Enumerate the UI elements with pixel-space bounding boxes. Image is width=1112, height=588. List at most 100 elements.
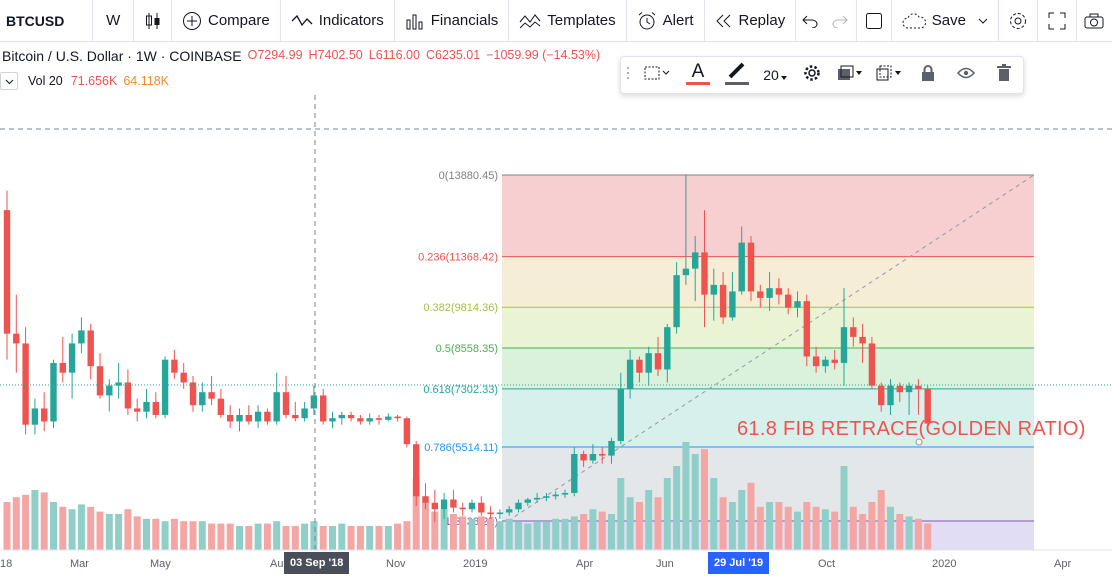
candle-body — [478, 502, 485, 513]
chevron-down-icon — [978, 18, 988, 24]
candle-body — [254, 411, 262, 422]
caret-down-icon — [780, 67, 787, 83]
alert-button[interactable]: Alert — [627, 0, 705, 42]
compare-button[interactable]: Compare — [172, 0, 281, 42]
volume-bar — [645, 490, 653, 550]
indicators-button[interactable]: Indicators — [281, 0, 395, 42]
volume-bar — [347, 526, 355, 550]
chart-type-button[interactable] — [134, 0, 172, 42]
volume-bar — [105, 514, 113, 550]
candle-body — [645, 353, 652, 373]
volume-bar — [738, 490, 746, 550]
volume-bar — [887, 506, 894, 550]
volume-bar — [217, 523, 225, 550]
volume-value: 71.656K — [70, 74, 118, 88]
lock-button[interactable] — [909, 56, 947, 94]
volume-bar — [40, 492, 48, 550]
time-axis-label: Apr — [576, 558, 594, 570]
volume-bar — [384, 526, 392, 550]
chart-annotation-text[interactable]: 61.8 FIB RETRACE(GOLDEN RATIO) — [737, 418, 1086, 440]
visual-order-button[interactable] — [831, 56, 869, 94]
drawing-settings-button[interactable] — [793, 56, 831, 94]
candle-body — [692, 252, 699, 269]
volume-bar — [291, 526, 299, 550]
grip-icon — [626, 65, 630, 86]
replay-button[interactable]: Replay — [705, 0, 797, 42]
candle-body — [915, 385, 922, 389]
volume-bar — [189, 521, 197, 550]
candle-body — [50, 362, 57, 422]
candle-body — [22, 343, 29, 425]
candle-body — [357, 418, 364, 422]
candle-body — [292, 414, 299, 419]
templates-button[interactable]: Templates — [509, 0, 627, 42]
gear-icon — [803, 64, 821, 87]
layers-icon — [837, 65, 863, 86]
time-axis-label: Oct — [818, 558, 836, 570]
symbol-title[interactable]: Bitcoin / U.S. Dollar · 1W · COINBASE — [2, 48, 242, 64]
volume-study-label[interactable]: Vol 20 — [28, 74, 63, 88]
candle-body — [59, 362, 66, 373]
ohlc-open: O7294.99 — [247, 48, 303, 62]
candle-body — [96, 366, 104, 396]
volume-legend: Vol 20 71.656K 64.118K — [0, 72, 169, 90]
candle-body — [543, 496, 550, 498]
candle-body — [654, 353, 662, 370]
settings-button[interactable] — [999, 0, 1038, 42]
text-color-button[interactable]: A — [679, 56, 717, 94]
financials-button[interactable]: Financials — [395, 0, 510, 42]
candle-body — [636, 359, 643, 373]
candle-body — [794, 301, 801, 308]
candle-body — [264, 411, 271, 422]
candle-body — [459, 507, 466, 510]
volume-bar — [496, 521, 504, 550]
fib-level-label: 0.236(11368.42) — [418, 252, 498, 264]
time-axis-label: 2020 — [932, 558, 957, 570]
candle-body — [161, 359, 169, 415]
volume-bar — [756, 506, 764, 550]
volume-bar — [784, 506, 792, 550]
clone-button[interactable] — [869, 56, 909, 94]
layout-button[interactable] — [857, 0, 892, 42]
fib-zone — [502, 307, 1034, 349]
interval-button[interactable]: W — [93, 0, 135, 42]
dashed-square-icon — [644, 66, 670, 85]
delete-button[interactable] — [985, 56, 1023, 94]
fullscreen-button[interactable] — [1038, 0, 1077, 42]
candle-body — [757, 291, 764, 298]
collapse-legend-button[interactable] — [0, 72, 18, 90]
fib-trend-line — [507, 174, 1035, 522]
candle-body — [831, 359, 838, 363]
volume-bar — [608, 514, 615, 550]
volume-bar — [319, 526, 327, 550]
volume-bar — [412, 478, 420, 550]
candle-body — [887, 385, 894, 406]
clone-icon — [876, 65, 902, 86]
chart-overlay — [0, 95, 1112, 555]
hide-button[interactable] — [947, 56, 985, 94]
line-color-button[interactable] — [717, 56, 757, 94]
ohlc-low: L6116.00 — [368, 48, 420, 62]
fib-retracement[interactable]: 0(13880.45) 0.236(11368.42) 0.382(9814.36)… — [418, 170, 1035, 550]
candle-body — [87, 330, 94, 367]
snapshot-button[interactable] — [1077, 0, 1112, 42]
volume-bar — [859, 514, 867, 550]
font-size-dropdown[interactable]: 20 — [757, 56, 793, 94]
symbol-search[interactable]: BTCUSD — [0, 0, 93, 42]
save-button[interactable]: Save — [892, 0, 999, 42]
fullscreen-icon — [1048, 12, 1066, 30]
candle-body — [199, 392, 206, 406]
candle-body — [533, 497, 541, 500]
candle-body — [905, 385, 913, 393]
template-dropdown[interactable] — [635, 56, 679, 94]
ohlc-close: C6235.01 — [425, 48, 481, 62]
redo-button[interactable] — [823, 0, 857, 42]
volume-bar — [840, 466, 848, 550]
volume-bar — [254, 523, 262, 550]
undo-button[interactable] — [796, 0, 823, 42]
camera-icon — [1084, 13, 1104, 29]
candle-body — [468, 502, 476, 510]
price-chart[interactable]: 0(13880.45) 0.236(11368.42) 0.382(9814.36)… — [0, 95, 1112, 575]
candle-body — [785, 294, 792, 308]
drag-handle[interactable] — [621, 56, 635, 94]
